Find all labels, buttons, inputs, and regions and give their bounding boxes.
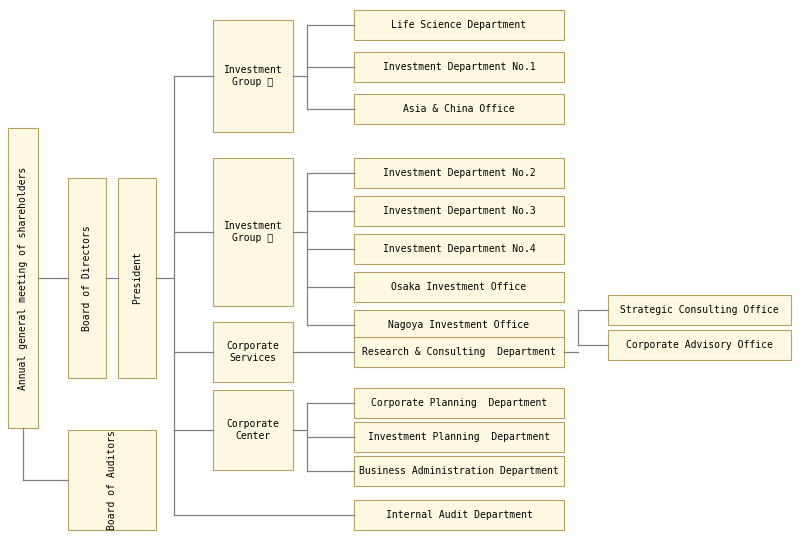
FancyBboxPatch shape bbox=[213, 158, 293, 306]
Text: Corporate
Center: Corporate Center bbox=[227, 419, 279, 441]
FancyBboxPatch shape bbox=[354, 310, 564, 340]
Text: Research & Consulting  Department: Research & Consulting Department bbox=[362, 347, 556, 357]
Text: Corporate
Services: Corporate Services bbox=[227, 341, 279, 363]
Text: Investment Planning  Department: Investment Planning Department bbox=[368, 432, 550, 442]
Text: Investment
Group Ⅱ: Investment Group Ⅱ bbox=[224, 221, 282, 243]
FancyBboxPatch shape bbox=[8, 128, 38, 428]
FancyBboxPatch shape bbox=[68, 430, 156, 530]
FancyBboxPatch shape bbox=[354, 52, 564, 82]
Text: Investment Department No.2: Investment Department No.2 bbox=[383, 168, 535, 178]
FancyBboxPatch shape bbox=[354, 94, 564, 124]
FancyBboxPatch shape bbox=[354, 500, 564, 530]
Text: Investment Department No.1: Investment Department No.1 bbox=[383, 62, 535, 72]
Text: Investment Department No.4: Investment Department No.4 bbox=[383, 244, 535, 254]
FancyBboxPatch shape bbox=[68, 178, 106, 378]
FancyBboxPatch shape bbox=[608, 295, 791, 325]
Text: Asia & China Office: Asia & China Office bbox=[404, 104, 515, 114]
FancyBboxPatch shape bbox=[608, 330, 791, 360]
FancyBboxPatch shape bbox=[354, 337, 564, 367]
FancyBboxPatch shape bbox=[213, 322, 293, 382]
FancyBboxPatch shape bbox=[118, 178, 156, 378]
Text: Board of Auditors: Board of Auditors bbox=[107, 430, 117, 530]
Text: Nagoya Investment Office: Nagoya Investment Office bbox=[388, 320, 529, 330]
FancyBboxPatch shape bbox=[354, 422, 564, 452]
FancyBboxPatch shape bbox=[213, 390, 293, 470]
FancyBboxPatch shape bbox=[354, 388, 564, 418]
Text: Corporate Advisory Office: Corporate Advisory Office bbox=[626, 340, 773, 350]
Text: Strategic Consulting Office: Strategic Consulting Office bbox=[621, 305, 779, 315]
FancyBboxPatch shape bbox=[213, 20, 293, 132]
FancyBboxPatch shape bbox=[354, 196, 564, 226]
Text: President: President bbox=[132, 252, 142, 305]
FancyBboxPatch shape bbox=[354, 158, 564, 188]
Text: Life Science Department: Life Science Department bbox=[391, 20, 526, 30]
FancyBboxPatch shape bbox=[354, 234, 564, 264]
Text: Business Administration Department: Business Administration Department bbox=[359, 466, 559, 476]
Text: Investment Department No.3: Investment Department No.3 bbox=[383, 206, 535, 216]
Text: Annual general meeting of shareholders: Annual general meeting of shareholders bbox=[18, 166, 28, 389]
Text: Board of Directors: Board of Directors bbox=[82, 225, 92, 331]
Text: Investment
Group Ⅰ: Investment Group Ⅰ bbox=[224, 65, 282, 87]
FancyBboxPatch shape bbox=[354, 456, 564, 486]
Text: Internal Audit Department: Internal Audit Department bbox=[386, 510, 533, 520]
Text: Osaka Investment Office: Osaka Investment Office bbox=[391, 282, 526, 292]
FancyBboxPatch shape bbox=[354, 10, 564, 40]
Text: Corporate Planning  Department: Corporate Planning Department bbox=[371, 398, 547, 408]
FancyBboxPatch shape bbox=[354, 272, 564, 302]
